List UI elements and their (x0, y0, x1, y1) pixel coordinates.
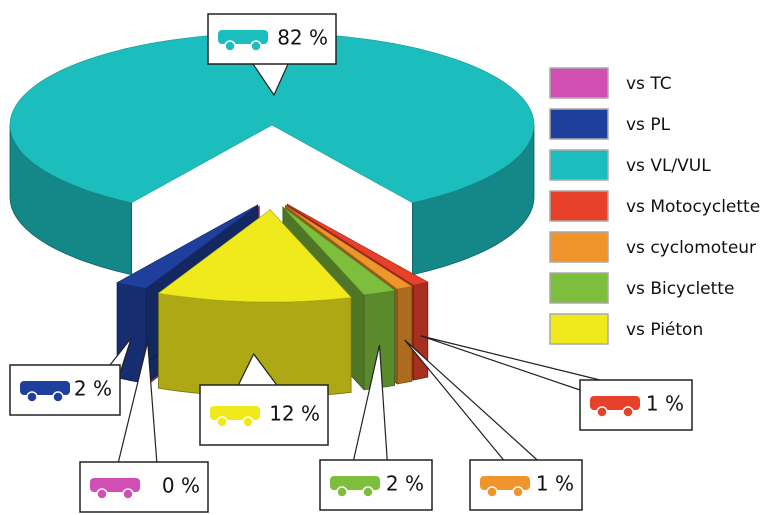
slice (287, 204, 429, 286)
callout-pointer (420, 335, 601, 391)
icon-wheel (52, 391, 64, 403)
callout-icon (330, 476, 380, 498)
icon-wheel (122, 488, 134, 500)
icon-wheel (250, 40, 262, 52)
slice (116, 204, 258, 289)
icon-body (20, 381, 70, 395)
icon-wheel (596, 406, 608, 418)
legend-swatch (549, 67, 609, 99)
callout-pointer (252, 63, 289, 97)
legend-swatch (549, 231, 609, 263)
icon-body (218, 30, 268, 44)
icon-wheel (216, 416, 228, 428)
icon-wheel (26, 391, 38, 403)
callout: 12 % (199, 352, 329, 446)
legend-swatch (549, 190, 609, 222)
icon-wheel (336, 486, 348, 498)
legend-label: vs Bicyclette (626, 279, 734, 299)
legend-label: vs TC (626, 74, 672, 94)
legend-swatch (549, 108, 609, 140)
legend-swatch (549, 149, 609, 181)
legend-label: vs PL (626, 115, 671, 135)
callout-pointer (404, 339, 538, 461)
icon-wheel (96, 488, 108, 500)
legend-label: vs cyclomoteur (626, 238, 756, 258)
callout: 82 % (207, 13, 337, 97)
callout-pointer (117, 341, 158, 463)
value-label: 0 % (162, 474, 200, 498)
value-label: 1 % (646, 392, 684, 416)
value-label: 12 % (269, 402, 320, 426)
icon-body (90, 478, 140, 492)
callout: 0 % (79, 341, 209, 513)
callout: 2 % (319, 344, 433, 511)
slice (285, 205, 413, 290)
callout-pointer (237, 352, 278, 386)
legend-label: vs VL/VUL (626, 156, 711, 176)
value-label: 2 % (386, 472, 424, 496)
icon-wheel (242, 416, 254, 428)
callout-icon (480, 476, 530, 498)
callout: 2 % (9, 337, 132, 416)
value-label: 82 % (277, 26, 328, 50)
legend-label: vs Piéton (626, 320, 703, 340)
icon-body (210, 406, 260, 420)
icon-body (330, 476, 380, 490)
icon-wheel (362, 486, 374, 498)
callout-icon (90, 478, 140, 500)
icon-wheel (622, 406, 634, 418)
icon-wheel (512, 486, 524, 498)
slice-side (396, 285, 413, 385)
callout-icon (590, 396, 640, 418)
value-label: 2 % (74, 377, 112, 401)
callout-pointer (109, 337, 132, 374)
icon-body (480, 476, 530, 490)
value-label: 1 % (536, 472, 574, 496)
slice (157, 209, 352, 303)
slice (282, 206, 396, 296)
callout-icon (218, 30, 268, 52)
icon-body (590, 396, 640, 410)
callout: 1 % (420, 335, 693, 431)
callout-icon (210, 406, 260, 428)
legend-swatch (549, 272, 609, 304)
legend-swatch (549, 313, 609, 345)
callout-icon (20, 381, 70, 403)
icon-wheel (486, 486, 498, 498)
callout-pointer (353, 344, 388, 461)
callout: 1 % (404, 339, 583, 511)
icon-wheel (224, 40, 236, 52)
legend-label: vs Motocyclette (626, 197, 760, 217)
